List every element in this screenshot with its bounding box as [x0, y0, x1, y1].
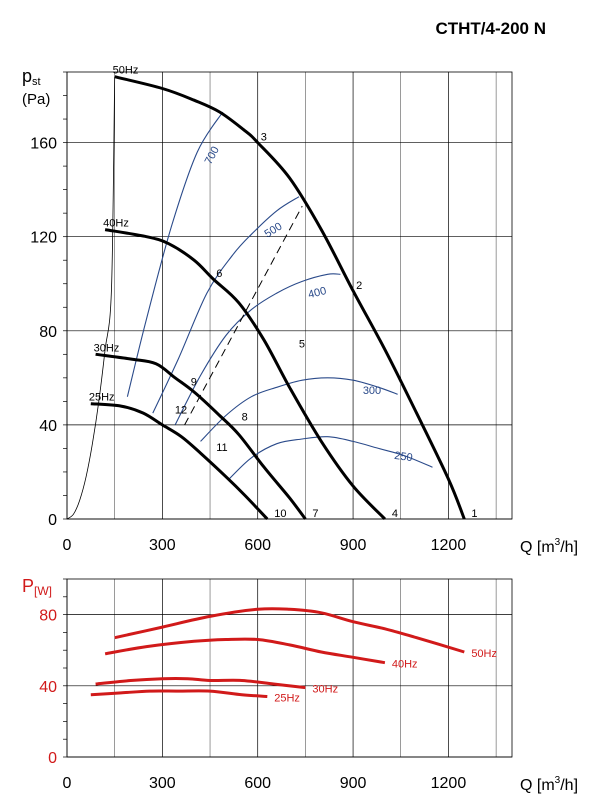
point-label: 8 [242, 412, 248, 424]
y-tick-label: 120 [30, 230, 57, 247]
lower-x-axis-label: Q [m3/h] [520, 775, 578, 794]
rpm-label: 400 [307, 285, 328, 301]
system-curve [66, 76, 116, 520]
point-label: 5 [299, 339, 305, 351]
upper-y-axis-label: pst [22, 66, 41, 88]
rpm-curve [228, 436, 433, 480]
point-label: 4 [392, 508, 398, 520]
dashed-line [184, 205, 303, 426]
power-series-label: 30Hz [312, 684, 338, 696]
rpm-curve [152, 196, 300, 414]
point-label: 10 [274, 508, 286, 520]
rpm-curves: 700 500 400 300 250 [126, 111, 433, 480]
upper-x-axis-label: Q [m3/h] [520, 537, 578, 556]
power-line [114, 607, 465, 654]
point-label: 12 [175, 404, 187, 416]
y-tick-label: 0 [48, 512, 57, 529]
series-label: 25Hz [89, 392, 115, 404]
x-tick-label: 300 [149, 775, 176, 792]
rpm-label: 500 [262, 221, 284, 241]
point-label: 6 [216, 268, 222, 280]
x-tick-label: 300 [149, 537, 176, 554]
point-label: 11 [216, 442, 227, 454]
upper-y-axis-unit: (Pa) [22, 91, 50, 108]
point-label: 3 [261, 132, 267, 144]
point-label: 2 [356, 280, 362, 292]
series-line [95, 352, 307, 520]
x-tick-label: 0 [63, 537, 72, 554]
series-label: 40Hz [103, 218, 129, 230]
x-tick-label: 600 [244, 775, 271, 792]
power-line [104, 637, 386, 665]
series-label: 30Hz [94, 342, 120, 354]
y-tick-label: 80 [39, 608, 57, 625]
y-tick-label: 160 [30, 136, 57, 153]
pressure-curves: 50Hz 40Hz 30Hz 25Hz [66, 65, 466, 521]
rpm-curve [126, 111, 224, 397]
y-tick-label: 0 [48, 750, 57, 767]
x-tick-label: 900 [340, 775, 367, 792]
plot-frame [66, 71, 513, 520]
lower-labels: 50Hz 40Hz 30Hz 25Hz [274, 648, 497, 705]
x-tick-label: 600 [244, 537, 271, 554]
point-label: 1 [471, 508, 477, 520]
point-label: 9 [191, 376, 197, 388]
rpm-curve [174, 273, 341, 426]
series-line [104, 228, 386, 521]
power-curves [90, 607, 465, 698]
y-tick-label: 40 [39, 418, 57, 435]
lower-y-axis-label: P[W] [22, 576, 52, 598]
chart-title: CTHT/4-200 N [435, 19, 546, 38]
power-line [90, 689, 268, 698]
power-series-label: 25Hz [274, 692, 300, 704]
power-line [95, 676, 306, 690]
rpm-label: 300 [363, 385, 381, 397]
x-tick-label: 1200 [431, 537, 467, 554]
x-tick-label: 900 [340, 537, 367, 554]
rpm-curve [200, 377, 398, 442]
rpm-label: 250 [393, 450, 413, 464]
x-tick-label: 1200 [431, 775, 467, 792]
y-tick-label: 80 [39, 324, 57, 341]
y-tick-label: 40 [39, 679, 57, 696]
power-series-label: 50Hz [471, 648, 497, 660]
x-tick-label: 0 [63, 775, 72, 792]
rpm-label: 700 [203, 145, 222, 167]
plot-frame [66, 578, 513, 758]
series-label: 50Hz [113, 65, 139, 77]
series-line [114, 75, 466, 520]
series-line [90, 402, 269, 521]
point-label: 7 [312, 508, 318, 520]
upper-grid: 0 40 80 120 160 0 300 600 900 1200 [30, 71, 513, 554]
power-series-label: 40Hz [392, 659, 418, 671]
